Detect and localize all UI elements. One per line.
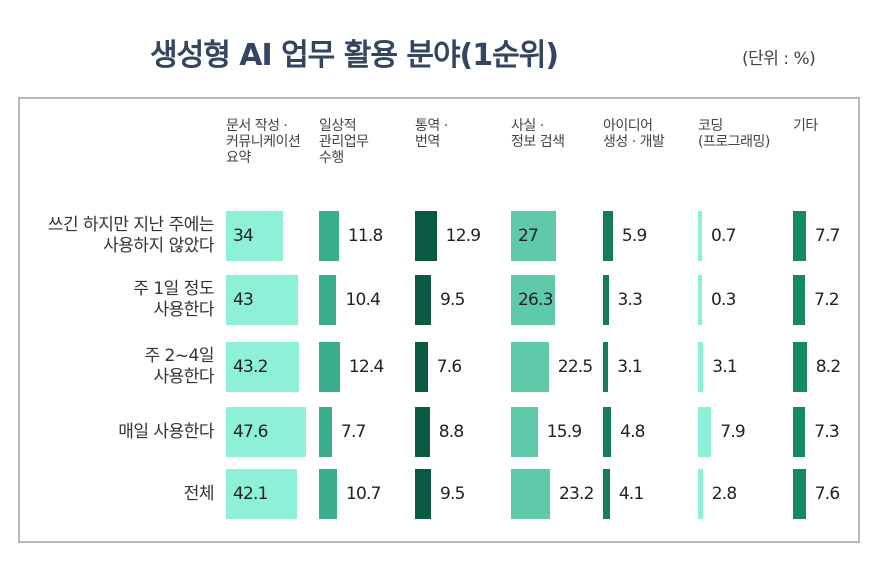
bar <box>319 342 340 392</box>
column-header: 문서 작성 · 커뮤니케이션 요약 <box>226 118 301 166</box>
bar <box>511 211 557 261</box>
bar <box>511 407 538 457</box>
value-label: 12.9 <box>445 226 481 246</box>
column-header: 사실 · 정보 검색 <box>511 118 565 150</box>
bar <box>793 469 806 519</box>
value-label: 27 <box>518 226 539 246</box>
value-label: 47.6 <box>233 422 268 442</box>
bar <box>793 275 806 325</box>
bar <box>511 275 556 325</box>
bar <box>319 275 337 325</box>
value-label: 0.7 <box>711 226 736 246</box>
row-label: 전체 <box>183 483 215 504</box>
bar <box>319 469 337 519</box>
value-label: 8.2 <box>815 357 841 377</box>
unit-label: (단위 : %) <box>742 49 816 69</box>
value-label: 42.1 <box>233 484 268 504</box>
bar <box>226 342 299 392</box>
row-label: 주 2~4일 사용한다 <box>144 346 214 387</box>
column-header: 아이디어 생성 · 개발 <box>603 118 665 150</box>
value-label: 11.8 <box>347 226 383 246</box>
value-label: 9.5 <box>439 484 465 504</box>
bar <box>226 211 284 261</box>
bar <box>698 211 702 261</box>
value-label: 10.7 <box>345 484 381 504</box>
bar <box>415 469 431 519</box>
value-label: 7.2 <box>814 290 839 310</box>
value-label: 4.1 <box>618 484 644 504</box>
bar <box>603 469 610 519</box>
bar <box>226 469 297 519</box>
value-label: 4.8 <box>620 422 645 442</box>
value-label: 5.9 <box>621 226 647 246</box>
row-label: 매일 사용한다 <box>118 421 214 442</box>
value-label: 12.4 <box>348 357 384 377</box>
column-header: 통역 · 번역 <box>415 118 448 150</box>
column-header: 기타 <box>793 118 818 134</box>
value-label: 22.5 <box>557 357 593 377</box>
bar <box>603 342 609 392</box>
bar <box>319 211 339 261</box>
bar <box>415 275 431 325</box>
chart-frame <box>18 97 860 543</box>
value-label: 0.3 <box>711 290 736 310</box>
value-label: 7.9 <box>720 422 745 442</box>
bar <box>793 407 806 457</box>
value-label: 43 <box>233 290 254 310</box>
bar <box>698 469 703 519</box>
bar <box>226 275 299 325</box>
bar <box>793 342 807 392</box>
value-label: 3.1 <box>617 357 642 377</box>
value-label: 34 <box>233 226 254 246</box>
value-label: 43.2 <box>233 357 268 377</box>
value-label: 15.9 <box>546 422 582 442</box>
value-label: 3.1 <box>712 357 737 377</box>
bar <box>603 211 613 261</box>
value-label: 3.3 <box>617 290 643 310</box>
row-label: 쓰긴 하지만 지난 주에는 사용하지 않았다 <box>47 215 215 256</box>
value-label: 7.3 <box>814 422 839 442</box>
bar <box>698 342 704 392</box>
row-label: 주 1일 정도 사용한다 <box>133 279 214 320</box>
value-label: 8.8 <box>438 422 464 442</box>
value-label: 26.3 <box>518 290 553 310</box>
bar <box>319 407 332 457</box>
value-label: 9.5 <box>439 290 465 310</box>
value-label: 7.7 <box>340 422 366 442</box>
bar <box>415 342 428 392</box>
bar <box>603 407 612 457</box>
value-label: 7.7 <box>814 226 840 246</box>
bar <box>415 211 437 261</box>
value-label: 7.6 <box>436 357 462 377</box>
column-header: 일상적 관리업무 수행 <box>319 118 369 166</box>
bar <box>226 407 306 457</box>
value-label: 7.6 <box>814 484 840 504</box>
bar <box>603 275 609 325</box>
column-header: 코딩 (프로그래밍) <box>698 118 770 150</box>
bar <box>698 275 702 325</box>
chart-title: 생성형 AI 업무 활용 분야(1순위) <box>150 38 559 73</box>
bar <box>698 407 712 457</box>
value-label: 2.8 <box>711 484 737 504</box>
bar <box>793 211 806 261</box>
bar <box>511 342 549 392</box>
bar <box>415 407 430 457</box>
value-label: 10.4 <box>345 290 381 310</box>
value-label: 23.2 <box>558 484 594 504</box>
bar <box>511 469 550 519</box>
